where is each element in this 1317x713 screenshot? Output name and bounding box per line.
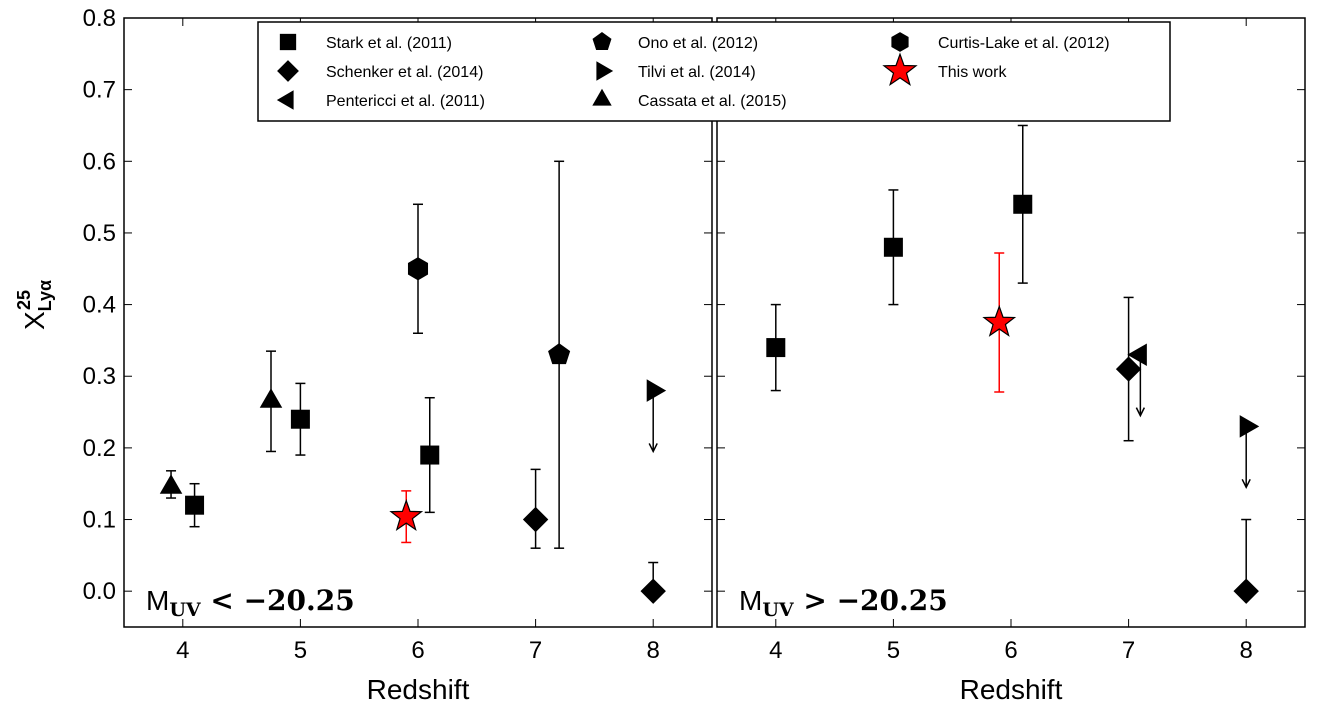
- star-marker: [982, 304, 1017, 337]
- legend-entry: Curtis-Lake et al. (2012): [891, 32, 1110, 52]
- square-marker: [1013, 194, 1033, 214]
- square-marker: [185, 495, 205, 515]
- y-tick-label: 0.7: [83, 77, 116, 104]
- legend-diamond-marker: [277, 60, 299, 82]
- legend: Stark et al. (2011) Schenker et al. (2014…: [257, 21, 1171, 122]
- x-tick-label: 8: [647, 637, 660, 664]
- y-tick-label: 0.1: [83, 507, 116, 534]
- y-axis-label: XLyα25: [14, 280, 55, 330]
- legend-entry: Schenker et al. (2014): [277, 60, 483, 82]
- legend-label: Schenker et al. (2014): [326, 64, 483, 81]
- data-point: [646, 379, 667, 454]
- triangle-left-marker: [1127, 343, 1147, 366]
- legend-square-marker: [279, 33, 297, 51]
- legend-hexagon-marker: [891, 32, 909, 52]
- data-point: [290, 382, 310, 456]
- legend-entry: This work: [882, 52, 1007, 87]
- triangle-up-marker: [159, 474, 183, 494]
- data-point: [1115, 296, 1142, 442]
- x-tick-label: 6: [411, 637, 424, 664]
- data-point: [389, 490, 424, 544]
- panel-label: MUV > −20.25: [739, 584, 948, 621]
- panels-layer: 0.0 0.1 0.2 0.3 0.4 0.5 0.6 0.7 0.8 4 5 6 7 8 Redshift…: [83, 5, 1306, 705]
- x-axis-label: Redshift: [960, 674, 1063, 705]
- data-point: [407, 203, 429, 334]
- diamond-marker: [1233, 578, 1259, 604]
- panel-2: 4 5 6 7 8 Redshift MUV > −20.25: [716, 17, 1306, 705]
- legend-entry: Stark et al. (2011): [279, 33, 452, 52]
- data-point: [548, 160, 571, 549]
- data-point: [1127, 343, 1147, 418]
- upper-limit-arrowhead: [1241, 478, 1251, 489]
- square-marker: [766, 338, 786, 358]
- x-tick-label: 6: [1004, 637, 1017, 664]
- triangle-up-marker: [259, 388, 283, 408]
- legend-entry: Pentericci et al. (2011): [276, 90, 485, 110]
- triangle-right-marker: [1239, 415, 1260, 438]
- y-tick-label: 0.4: [83, 292, 116, 319]
- legend-label: Ono et al. (2012): [638, 35, 758, 52]
- y-tick-label: 0.0: [83, 578, 116, 605]
- x-tick-label: 5: [294, 637, 307, 664]
- legend-entry: Ono et al. (2012): [592, 32, 758, 52]
- y-tick-label: 0.3: [83, 363, 116, 390]
- y-tick-label: 0.8: [83, 5, 116, 32]
- panel-1: 0.0 0.1 0.2 0.3 0.4 0.5 0.6 0.7 0.8 4 5 6 7 8 Redshift…: [83, 5, 713, 705]
- data-point: [259, 350, 283, 453]
- pentagon-marker: [548, 343, 571, 365]
- data-point: [766, 303, 786, 392]
- legend-label: Stark et al. (2011): [326, 35, 452, 52]
- square-marker: [420, 445, 440, 465]
- data-point: [1013, 124, 1033, 284]
- legend-entry: Tilvi et al. (2014): [596, 61, 756, 81]
- y-axis-label-base: X: [19, 311, 50, 330]
- data-point: [185, 482, 205, 528]
- upper-limit-arrowhead: [1135, 407, 1146, 418]
- legend-label: Pentericci et al. (2011): [326, 93, 485, 110]
- legend-triangle-up-marker: [592, 88, 612, 106]
- panel-label: MUV < −20.25: [146, 584, 355, 621]
- legend-entry: Cassata et al. (2015): [592, 88, 787, 110]
- data-point: [522, 468, 549, 549]
- y-axis-label-sub: Lyα: [35, 280, 55, 311]
- legend-label: This work: [938, 64, 1007, 81]
- x-tick-label: 7: [529, 637, 542, 664]
- data-point: [1233, 518, 1259, 604]
- square-marker: [883, 237, 903, 257]
- x-tick-label: 8: [1240, 637, 1253, 664]
- upper-limit-arrowhead: [648, 443, 658, 454]
- legend-label: Curtis-Lake et al. (2012): [938, 35, 1110, 52]
- x-tick-label: 7: [1122, 637, 1135, 664]
- data-point: [640, 561, 666, 604]
- data-point: [883, 189, 903, 306]
- triangle-right-marker: [646, 379, 667, 402]
- y-tick-label: 0.2: [83, 435, 116, 462]
- diamond-marker: [1115, 356, 1142, 382]
- data-point: [982, 252, 1017, 393]
- x-tick-label: 4: [769, 637, 782, 664]
- y-tick-label: 0.5: [83, 220, 116, 247]
- y-axis-label-sup: 25: [14, 290, 34, 310]
- legend-pentagon-marker: [592, 32, 612, 51]
- legend-star-marker: [882, 52, 918, 87]
- legend-triangle-right-marker: [596, 61, 614, 81]
- star-marker: [389, 498, 424, 532]
- square-marker: [290, 409, 310, 429]
- data-point: [159, 470, 183, 499]
- data-point: [420, 396, 440, 514]
- legend-label: Tilvi et al. (2014): [638, 64, 756, 81]
- x-tick-label: 4: [176, 637, 189, 664]
- y-tick-label: 0.6: [83, 148, 116, 175]
- x-tick-label: 5: [887, 637, 900, 664]
- diamond-marker: [522, 506, 549, 533]
- x-axis-label: Redshift: [367, 674, 470, 705]
- legend-label: Cassata et al. (2015): [638, 93, 787, 110]
- hexagon-marker: [407, 257, 429, 281]
- data-point: [1239, 415, 1260, 489]
- legend-box: [257, 21, 1171, 122]
- legend-triangle-left-marker: [276, 90, 294, 110]
- diamond-marker: [640, 578, 666, 604]
